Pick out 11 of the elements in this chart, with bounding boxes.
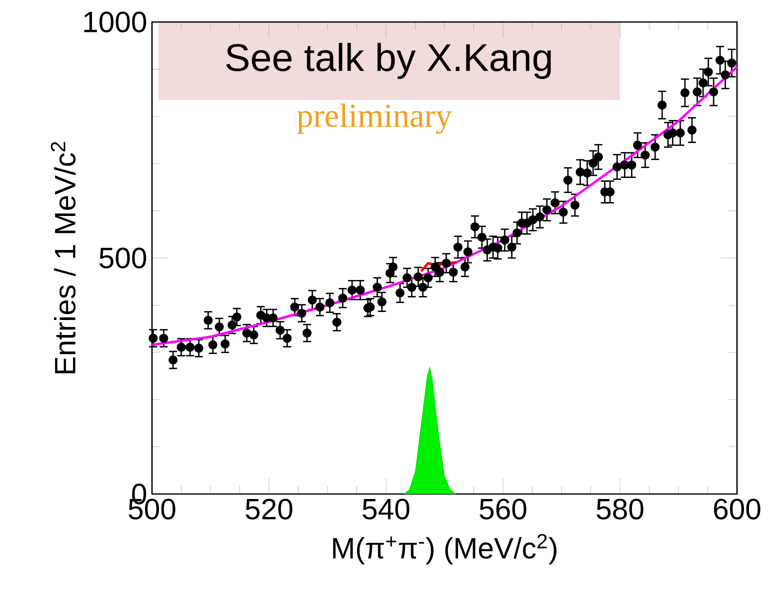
x-tick-label: 560 <box>480 498 526 520</box>
y-tick-label: 1000 <box>84 12 146 32</box>
annotation: preliminary <box>297 104 452 134</box>
y-axis-title: Entries / 1 MeV/c$^{2}$ <box>50 142 76 374</box>
x-axis-title: M(π$^{+}$π$^{-}$) (MeV/c$^{2}$) <box>333 534 556 564</box>
y-tick-label: 500 <box>100 248 146 268</box>
x-tick-label: 580 <box>596 498 644 520</box>
x-tick-label: 540 <box>362 498 410 520</box>
x-tick-label: 600 <box>714 498 760 520</box>
x-tick-label: 520 <box>246 498 292 520</box>
annotation: See talk by X.Kang <box>226 42 551 79</box>
